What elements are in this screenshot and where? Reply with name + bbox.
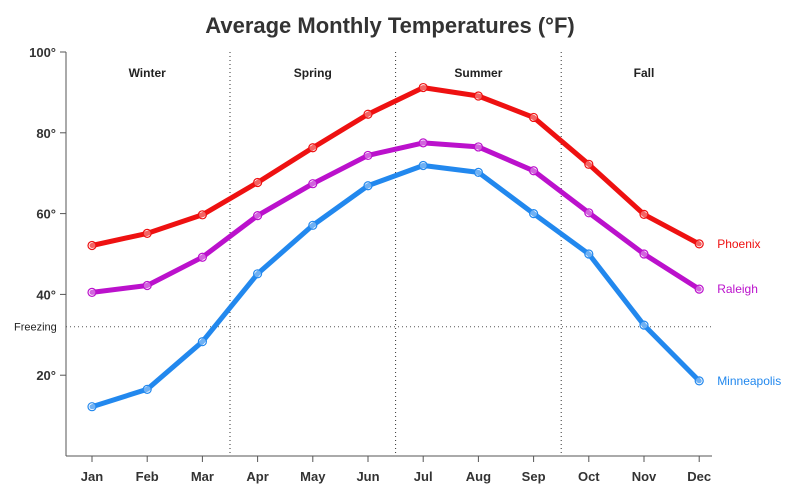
y-tick-label: 60° <box>36 207 56 222</box>
data-point-raleigh <box>308 179 318 189</box>
series-line-minneapolis <box>89 163 702 410</box>
data-point-minneapolis <box>87 402 97 412</box>
series-labels: Phoenix Raleigh Minneapolis <box>717 237 781 388</box>
y-tick-label: 80° <box>36 126 56 141</box>
data-point-minneapolis <box>694 376 704 386</box>
data-point-minneapolis <box>253 269 263 279</box>
data-point-minneapolis <box>308 220 318 230</box>
data-point-raleigh <box>639 249 649 259</box>
data-point-raleigh <box>197 252 207 262</box>
data-point-raleigh <box>694 284 704 294</box>
data-point-minneapolis <box>418 160 428 171</box>
data-point-minneapolis <box>473 167 483 177</box>
data-point-raleigh <box>363 150 373 161</box>
y-tick-label: 20° <box>36 368 56 383</box>
data-point-raleigh <box>253 211 263 221</box>
freezing-label: Freezing <box>14 322 57 334</box>
y-tick-label: 40° <box>36 287 56 302</box>
data-point-minneapolis <box>639 320 649 330</box>
data-point-minneapolis <box>363 181 373 191</box>
x-tick-label: Nov <box>632 469 657 484</box>
x-tick-label: Jun <box>356 469 379 484</box>
x-tick-label: Sep <box>522 469 546 484</box>
data-point-raleigh <box>473 142 483 152</box>
data-point-phoenix <box>418 82 428 93</box>
y-tick-label: 100° <box>29 45 56 60</box>
x-tick-label: Aug <box>466 469 491 484</box>
data-point-raleigh <box>528 166 539 176</box>
data-point-phoenix <box>308 143 318 153</box>
data-point-phoenix <box>253 177 263 188</box>
series-lines <box>87 82 704 412</box>
x-tick-label: Jan <box>81 469 103 484</box>
data-point-minneapolis <box>142 384 152 394</box>
season-label-fall: Fall <box>634 66 655 80</box>
axes: 20° 40° 60° 80° 100° Jan Feb Mar Apr May Jun Jul Aug… <box>29 45 712 484</box>
data-point-phoenix <box>473 91 483 101</box>
season-labels: Winter Spring Summer Fall <box>129 66 655 80</box>
x-tick-label: Dec <box>687 469 711 484</box>
data-point-phoenix <box>142 228 152 238</box>
season-label-spring: Spring <box>294 66 332 80</box>
x-tick-label: Apr <box>246 469 268 484</box>
series-label-raleigh: Raleigh <box>717 282 758 296</box>
data-point-phoenix <box>87 240 97 251</box>
x-tick-label: May <box>300 469 326 484</box>
x-tick-label: Feb <box>136 469 159 484</box>
data-point-phoenix <box>528 112 539 123</box>
series-label-phoenix: Phoenix <box>717 237 760 251</box>
chart-title: Average Monthly Temperatures (°F) <box>205 13 574 38</box>
data-point-phoenix <box>197 210 207 220</box>
data-point-phoenix <box>584 159 594 169</box>
data-point-minneapolis <box>584 249 594 259</box>
x-tick-label: Mar <box>191 469 214 484</box>
x-tick-label: Jul <box>414 469 433 484</box>
data-point-raleigh <box>418 138 428 148</box>
data-point-raleigh <box>584 208 594 218</box>
x-tick-label: Oct <box>578 469 600 484</box>
data-point-raleigh <box>142 280 152 291</box>
series-line-raleigh <box>89 140 702 295</box>
season-label-summer: Summer <box>454 66 502 80</box>
series-line-phoenix <box>89 85 702 248</box>
data-point-phoenix <box>694 239 704 249</box>
data-point-raleigh <box>87 287 97 297</box>
data-point-minneapolis <box>528 209 539 219</box>
season-label-winter: Winter <box>129 66 167 80</box>
data-point-minneapolis <box>197 337 207 347</box>
season-dividers <box>229 52 562 456</box>
freezing-reference: Freezing <box>14 322 712 334</box>
data-point-phoenix <box>639 209 649 220</box>
series-label-minneapolis: Minneapolis <box>717 374 781 388</box>
data-point-phoenix <box>363 109 373 119</box>
